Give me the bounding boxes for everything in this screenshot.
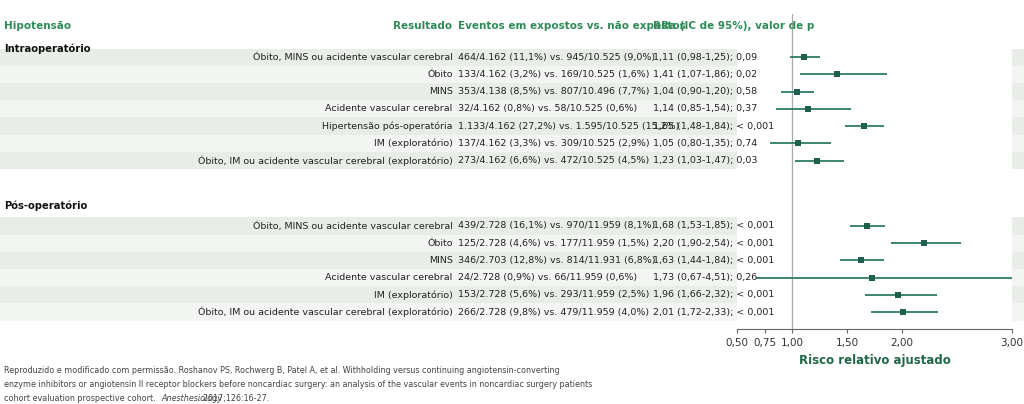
Text: MINS: MINS — [429, 256, 453, 265]
Text: Óbito: Óbito — [427, 70, 453, 79]
Text: Eventos em expostos vs. não expostos: Eventos em expostos vs. não expostos — [458, 21, 685, 31]
Text: 1,41 (1,07-1,86); 0,02: 1,41 (1,07-1,86); 0,02 — [653, 70, 758, 79]
Text: 1,11 (0,98-1,25); 0,09: 1,11 (0,98-1,25); 0,09 — [653, 53, 758, 62]
Text: 1,73 (0,67-4,51); 0,26: 1,73 (0,67-4,51); 0,26 — [653, 273, 758, 282]
Text: 266/2.728 (9,8%) vs. 479/11.959 (4,0%): 266/2.728 (9,8%) vs. 479/11.959 (4,0%) — [458, 307, 649, 317]
Text: 1,96 (1,66-2,32); < 0,001: 1,96 (1,66-2,32); < 0,001 — [653, 290, 774, 299]
Text: 32/4.162 (0,8%) vs. 58/10.525 (0,6%): 32/4.162 (0,8%) vs. 58/10.525 (0,6%) — [458, 104, 637, 114]
Text: 125/2.728 (4,6%) vs. 177/11.959 (1,5%): 125/2.728 (4,6%) vs. 177/11.959 (1,5%) — [458, 239, 649, 248]
Text: Acidente vascular cerebral: Acidente vascular cerebral — [326, 104, 453, 114]
Text: 1,68 (1,53-1,85); < 0,001: 1,68 (1,53-1,85); < 0,001 — [653, 221, 774, 230]
Text: 346/2.703 (12,8%) vs. 814/11.931 (6,8%): 346/2.703 (12,8%) vs. 814/11.931 (6,8%) — [458, 256, 655, 265]
Text: 1,04 (0,90-1,20); 0,58: 1,04 (0,90-1,20); 0,58 — [653, 87, 758, 96]
Text: cohort evaluation prospective cohort.: cohort evaluation prospective cohort. — [4, 394, 159, 403]
Text: Óbito, IM ou acidente vascular cerebral (exploratório): Óbito, IM ou acidente vascular cerebral … — [198, 155, 453, 166]
Text: Reproduzido e modificado com permissão. Roshanov PS, Rochwerg B, Patel A, et al.: Reproduzido e modificado com permissão. … — [4, 366, 560, 375]
Text: enzyme inhibitors or angiotensin II receptor blockers before noncardiac surgery:: enzyme inhibitors or angiotensin II rece… — [4, 380, 592, 389]
Text: IM (exploratório): IM (exploratório) — [374, 139, 453, 148]
Text: 1.133/4.162 (27,2%) vs. 1.595/10.525 (15,2%): 1.133/4.162 (27,2%) vs. 1.595/10.525 (15… — [458, 122, 679, 130]
Text: 24/2.728 (0,9%) vs. 66/11.959 (0,6%): 24/2.728 (0,9%) vs. 66/11.959 (0,6%) — [458, 273, 637, 282]
Text: Hipertensão pós-operatória: Hipertensão pós-operatória — [323, 121, 453, 131]
Text: Hipotensão: Hipotensão — [4, 21, 72, 31]
Text: 1,23 (1,03-1,47); 0,03: 1,23 (1,03-1,47); 0,03 — [653, 156, 758, 165]
Text: Óbito, IM ou acidente vascular cerebral (exploratório): Óbito, IM ou acidente vascular cerebral … — [198, 307, 453, 317]
Text: 1,65 (1,48-1,84); < 0,001: 1,65 (1,48-1,84); < 0,001 — [653, 122, 774, 130]
Text: 133/4.162 (3,2%) vs. 169/10.525 (1,6%): 133/4.162 (3,2%) vs. 169/10.525 (1,6%) — [458, 70, 649, 79]
Text: Anesthesiology: Anesthesiology — [162, 394, 223, 403]
Text: 1,63 (1,44-1,84); < 0,001: 1,63 (1,44-1,84); < 0,001 — [653, 256, 774, 265]
Text: 439/2.728 (16,1%) vs. 970/11.959 (8,1%): 439/2.728 (16,1%) vs. 970/11.959 (8,1%) — [458, 221, 655, 230]
Text: Intraoperatório: Intraoperatório — [4, 43, 90, 54]
Text: 2,20 (1,90-2,54); < 0,001: 2,20 (1,90-2,54); < 0,001 — [653, 239, 774, 248]
Text: RRa (IC de 95%), valor de p: RRa (IC de 95%), valor de p — [653, 21, 815, 31]
Text: 1,14 (0,85-1,54); 0,37: 1,14 (0,85-1,54); 0,37 — [653, 104, 758, 114]
Text: 153/2.728 (5,6%) vs. 293/11.959 (2,5%): 153/2.728 (5,6%) vs. 293/11.959 (2,5%) — [458, 290, 649, 299]
Text: Óbito, MINS ou acidente vascular cerebral: Óbito, MINS ou acidente vascular cerebra… — [253, 53, 453, 62]
Text: Resultado: Resultado — [393, 21, 453, 31]
Text: Óbito: Óbito — [427, 239, 453, 248]
Text: 1,05 (0,80-1,35); 0,74: 1,05 (0,80-1,35); 0,74 — [653, 139, 758, 148]
Text: Acidente vascular cerebral: Acidente vascular cerebral — [326, 273, 453, 282]
Text: MINS: MINS — [429, 87, 453, 96]
X-axis label: Risco relativo ajustado: Risco relativo ajustado — [799, 354, 950, 367]
Text: 137/4.162 (3,3%) vs. 309/10.525 (2,9%): 137/4.162 (3,3%) vs. 309/10.525 (2,9%) — [458, 139, 649, 148]
Text: 273/4.162 (6,6%) vs. 472/10.525 (4,5%): 273/4.162 (6,6%) vs. 472/10.525 (4,5%) — [458, 156, 649, 165]
Text: 2,01 (1,72-2,33); < 0,001: 2,01 (1,72-2,33); < 0,001 — [653, 307, 775, 317]
Text: Óbito, MINS ou acidente vascular cerebral: Óbito, MINS ou acidente vascular cerebra… — [253, 221, 453, 231]
Text: IM (exploratório): IM (exploratório) — [374, 290, 453, 300]
Text: Pós-operatório: Pós-operatório — [4, 200, 87, 210]
Text: 353/4.138 (8,5%) vs. 807/10.496 (7,7%): 353/4.138 (8,5%) vs. 807/10.496 (7,7%) — [458, 87, 649, 96]
Text: 464/4.162 (11,1%) vs. 945/10.525 (9,0%): 464/4.162 (11,1%) vs. 945/10.525 (9,0%) — [458, 53, 655, 62]
Text: . 2017;126:16-27.: . 2017;126:16-27. — [198, 394, 269, 403]
